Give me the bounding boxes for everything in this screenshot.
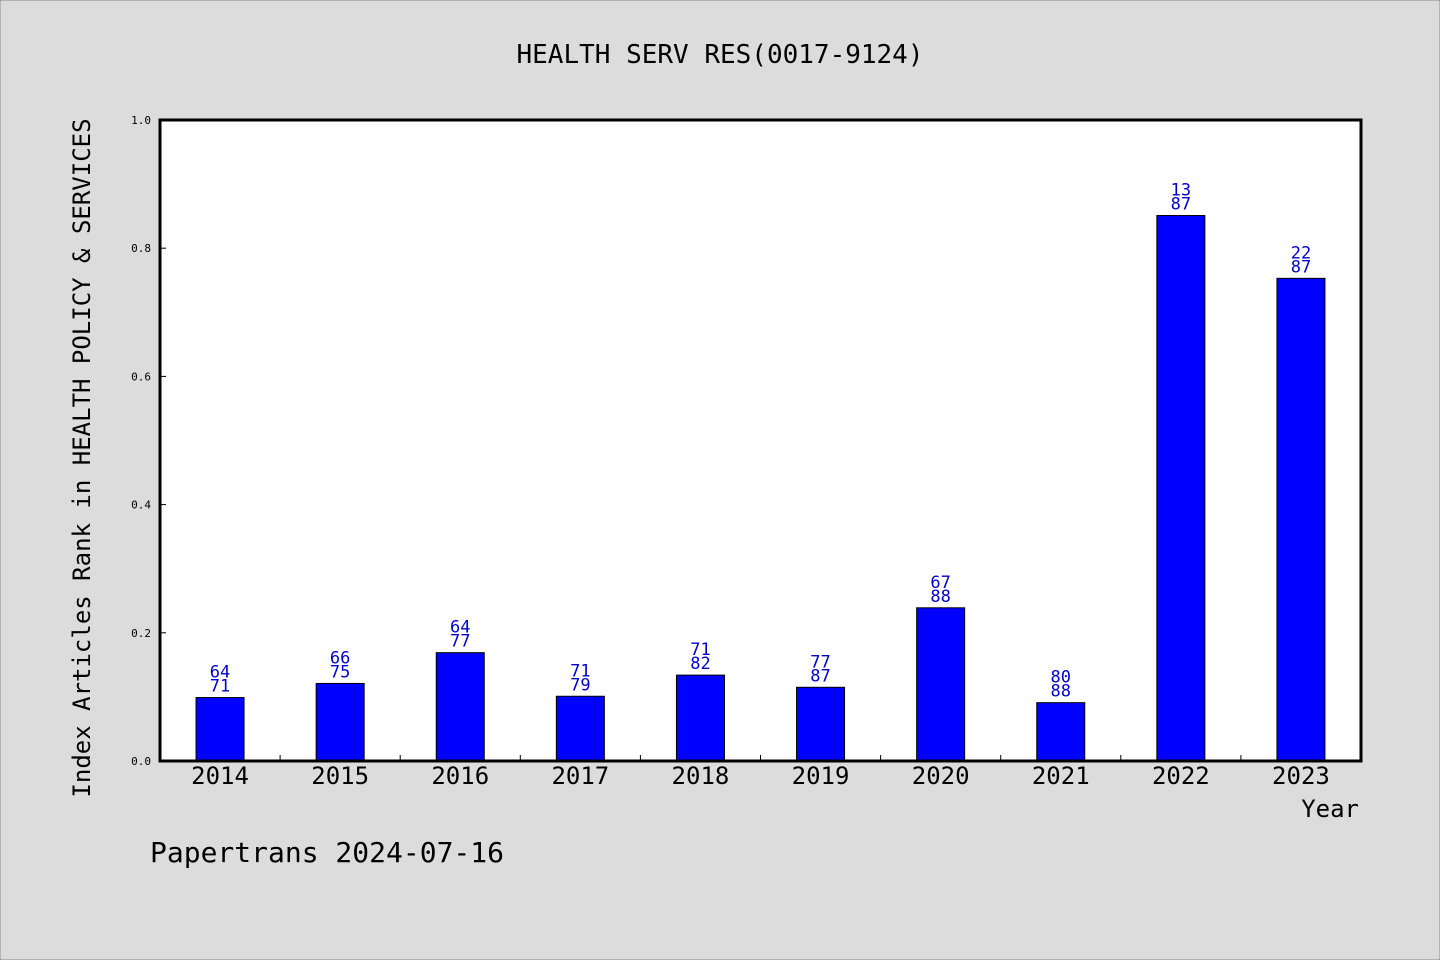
- bar-2021: [1036, 702, 1086, 762]
- bar-2023: [1276, 277, 1326, 762]
- bar-2019: [796, 686, 846, 762]
- x-ticks-group: 2014 2015 2016 2017 2018 2019 2020 2021 2022 2023: [191, 755, 1330, 790]
- bars-group: [195, 215, 1326, 762]
- bar-total-label: 75: [330, 662, 350, 682]
- y-axis-label: Index Articles Rank in HEALTH POLICY & S…: [68, 118, 96, 797]
- bar-2022: [1156, 215, 1206, 762]
- bar-2017: [555, 695, 605, 762]
- bar-rank-label: 71: [570, 661, 590, 681]
- bar-rank-label: 64: [450, 618, 470, 638]
- x-tick-label: 2017: [551, 762, 609, 790]
- x-tick-label: 2019: [792, 762, 850, 790]
- footer-text: Papertrans 2024-07-16: [150, 836, 504, 869]
- x-axis-label: Year: [1301, 795, 1359, 823]
- bar-rank-label: 80: [1051, 668, 1071, 688]
- bar-total-label: 77: [450, 632, 470, 652]
- y-tick-label: 0.2: [131, 627, 151, 640]
- x-tick-label: 2015: [311, 762, 369, 790]
- x-tick-label: 2014: [191, 762, 249, 790]
- bar-total-label: 71: [210, 677, 230, 697]
- bar-rank-label: 22: [1291, 243, 1311, 263]
- x-tick-label: 2022: [1152, 762, 1210, 790]
- y-tick-label: 1.0: [131, 114, 151, 127]
- bar-2014: [195, 697, 245, 762]
- bar-total-label: 87: [1171, 195, 1191, 215]
- y-tick-label: 0.8: [131, 242, 151, 255]
- x-tick-label: 2018: [672, 762, 730, 790]
- bar-rank-label: 64: [210, 663, 230, 683]
- x-tick-label: 2016: [431, 762, 489, 790]
- bar-rank-label: 67: [930, 573, 950, 593]
- bar-2020: [916, 607, 966, 762]
- x-tick-label: 2020: [912, 762, 970, 790]
- y-tick-label: 0.0: [131, 755, 151, 768]
- x-tick-label: 2021: [1032, 762, 1090, 790]
- bar-2018: [675, 674, 725, 762]
- chart-title: HEALTH SERV RES(0017-9124): [517, 40, 924, 70]
- bar-total-label: 88: [930, 587, 950, 607]
- bar-2015: [315, 682, 365, 762]
- bar-2016: [435, 652, 485, 762]
- bar-total-label: 79: [570, 675, 590, 695]
- bar-rank-label: 77: [810, 652, 830, 672]
- bar-total-label: 82: [690, 654, 710, 674]
- bar-total-label: 87: [810, 666, 830, 686]
- bar-rank-label: 66: [330, 648, 350, 668]
- y-ticks-group: 0.0 0.2 0.4 0.6 0.8 1.0: [131, 114, 166, 768]
- x-tick-label: 2023: [1272, 762, 1330, 790]
- y-tick-label: 0.6: [131, 370, 151, 383]
- bar-total-label: 87: [1291, 257, 1311, 277]
- y-tick-label: 0.4: [131, 499, 151, 512]
- plot-frame: [158, 118, 1363, 763]
- bar-rank-label: 71: [690, 640, 710, 660]
- bar-rank-label: 13: [1171, 181, 1191, 201]
- bar-total-label: 88: [1051, 682, 1071, 702]
